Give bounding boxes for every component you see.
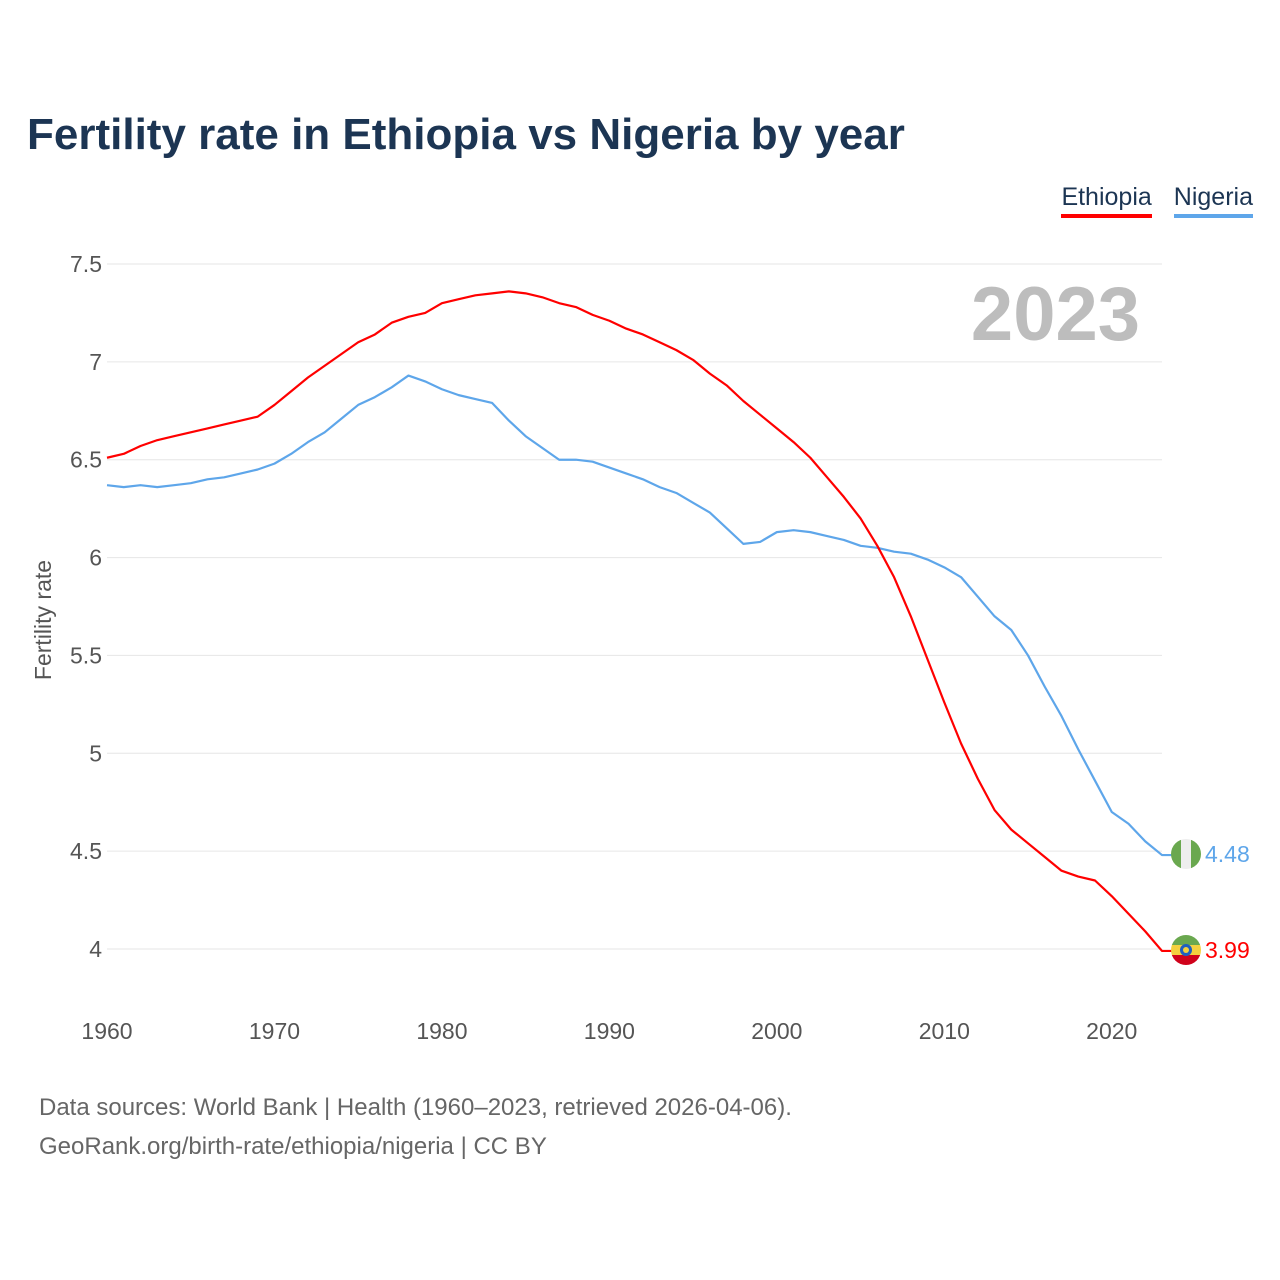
y-tick-label: 5.5 — [70, 642, 102, 668]
legend: Ethiopia Nigeria — [1061, 183, 1253, 218]
series-line-ethiopia[interactable] — [106, 290, 1172, 953]
x-tick-label: 1960 — [81, 1018, 132, 1044]
legend-nigeria[interactable]: Nigeria — [1173, 183, 1253, 218]
x-tick-label: 2020 — [1086, 1018, 1137, 1044]
chart-title: Fertility rate in Ethiopia vs Nigeria by… — [27, 110, 905, 159]
x-tick-label: 2010 — [919, 1018, 970, 1044]
x-tick-label: 1980 — [416, 1018, 467, 1044]
year-watermark: 2023 — [971, 272, 1140, 357]
legend-ethiopia[interactable]: Ethiopia — [1061, 183, 1152, 218]
nigeria-flag-icon — [1171, 839, 1201, 869]
nigeria-end-label: 4.48 — [1205, 841, 1250, 867]
y-tick-label: 6 — [89, 545, 102, 571]
source-line-2[interactable]: GeoRank.org/birth-rate/ethiopia/nigeria … — [39, 1133, 547, 1160]
y-tick-label: 7.5 — [70, 251, 102, 277]
y-tick-label: 6.5 — [70, 447, 102, 473]
source-note: Data sources: World Bank | Health (1960–… — [39, 1088, 792, 1166]
y-axis-label: Fertility rate — [30, 560, 56, 680]
series-line-nigeria[interactable] — [106, 374, 1172, 857]
y-tick-label: 4.5 — [70, 838, 102, 864]
ethiopia-end-label: 3.99 — [1205, 937, 1250, 963]
x-tick-label: 2000 — [751, 1018, 802, 1044]
y-tick-label: 5 — [89, 740, 102, 766]
source-line-1: Data sources: World Bank | Health (1960–… — [39, 1094, 792, 1121]
ethiopia-flag-icon — [1171, 935, 1201, 965]
x-tick-label: 1970 — [249, 1018, 300, 1044]
x-tick-label: 1990 — [584, 1018, 635, 1044]
y-tick-label: 7 — [89, 349, 102, 375]
y-tick-label: 4 — [89, 936, 102, 962]
